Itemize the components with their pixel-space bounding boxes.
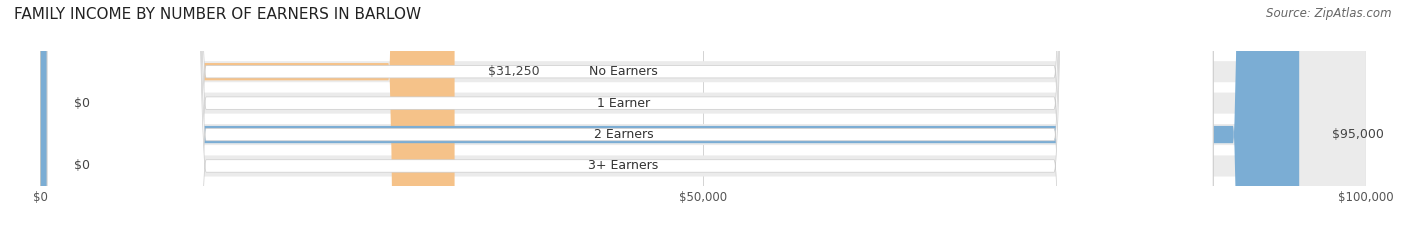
Text: 1 Earner: 1 Earner (598, 97, 650, 110)
Text: $95,000: $95,000 (1333, 128, 1384, 141)
FancyBboxPatch shape (41, 0, 1365, 233)
FancyBboxPatch shape (48, 0, 1213, 233)
FancyBboxPatch shape (48, 0, 1213, 233)
FancyBboxPatch shape (41, 0, 1365, 233)
FancyBboxPatch shape (48, 0, 1213, 233)
Text: No Earners: No Earners (589, 65, 658, 78)
FancyBboxPatch shape (48, 0, 1213, 233)
Text: $0: $0 (73, 97, 90, 110)
Text: 2 Earners: 2 Earners (593, 128, 654, 141)
FancyBboxPatch shape (41, 0, 1365, 233)
FancyBboxPatch shape (41, 0, 1365, 233)
Text: 3+ Earners: 3+ Earners (588, 159, 658, 172)
FancyBboxPatch shape (41, 0, 1299, 233)
FancyBboxPatch shape (41, 0, 454, 233)
Text: $0: $0 (73, 159, 90, 172)
Text: Source: ZipAtlas.com: Source: ZipAtlas.com (1267, 7, 1392, 20)
Text: $31,250: $31,250 (488, 65, 540, 78)
Text: FAMILY INCOME BY NUMBER OF EARNERS IN BARLOW: FAMILY INCOME BY NUMBER OF EARNERS IN BA… (14, 7, 422, 22)
